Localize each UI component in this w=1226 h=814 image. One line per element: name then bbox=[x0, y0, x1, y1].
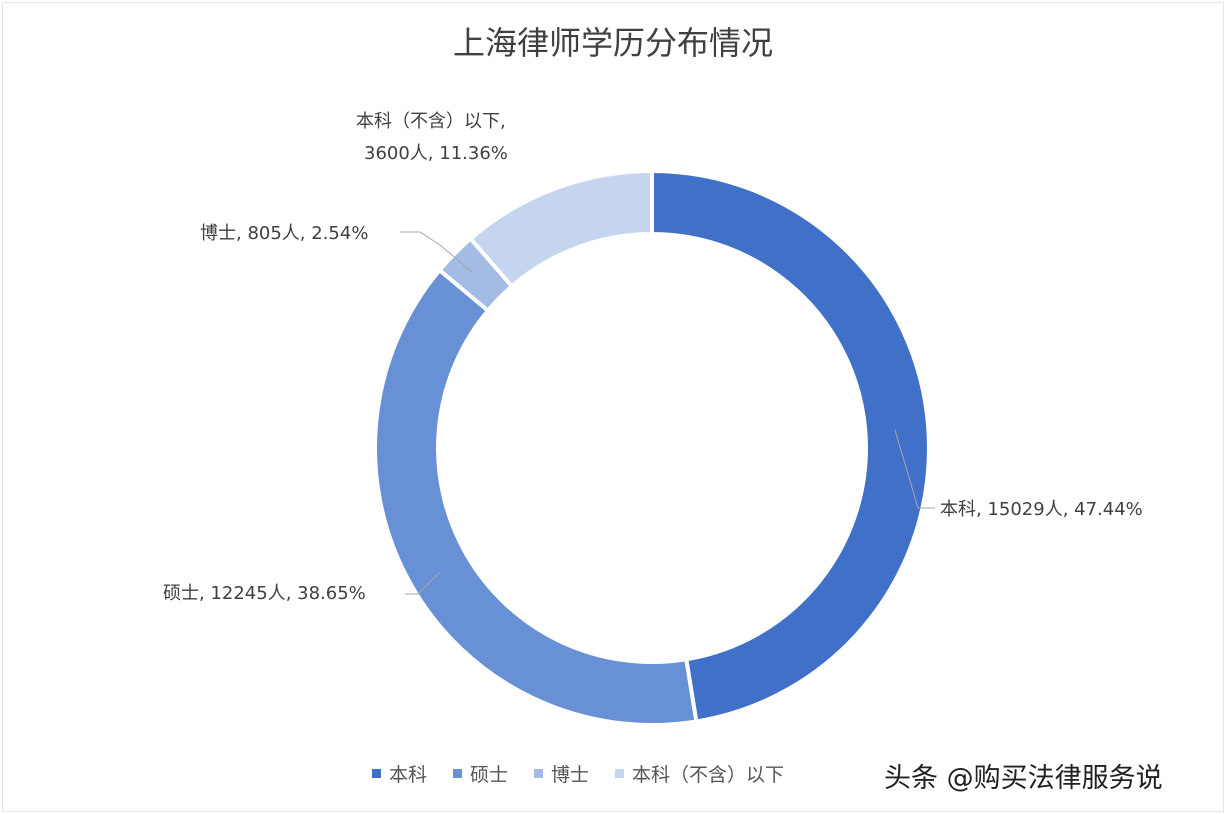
donut-slice-below bbox=[467, 168, 654, 290]
data-label-benke: 本科, 15029人, 47.44% bbox=[940, 499, 1143, 520]
legend-item-below: 本科（不含）以下 bbox=[615, 760, 784, 787]
legend-swatch bbox=[615, 769, 625, 778]
data-label-boshi: 博士, 805人, 2.54% bbox=[200, 223, 369, 244]
legend-item-benke: 本科 bbox=[372, 760, 427, 787]
legend-item-shuoshi: 硕士 bbox=[453, 760, 508, 787]
leader-line-boshi bbox=[400, 231, 473, 273]
data-label-shuoshi: 硕士, 12245人, 38.65% bbox=[163, 583, 366, 604]
leader-line-benke bbox=[894, 429, 935, 509]
data-label-below-line2: 3600人, 11.36% bbox=[364, 143, 508, 164]
legend-swatch bbox=[372, 769, 381, 778]
donut-slice-shuoshi bbox=[373, 267, 699, 727]
data-label-below-line1: 本科（不含）以下, bbox=[356, 111, 506, 132]
leader-line-shuoshi bbox=[405, 571, 441, 595]
legend-swatch bbox=[453, 769, 463, 778]
watermark: 头条 @购买法律服务说 bbox=[884, 763, 1163, 794]
legend: 本科 硕士 博士 本科（不含）以下 bbox=[372, 760, 784, 787]
chart-title: 上海律师学历分布情况 bbox=[452, 24, 773, 62]
legend-swatch bbox=[534, 769, 544, 778]
donut-slice-benke bbox=[650, 168, 931, 724]
legend-item-boshi: 博士 bbox=[534, 760, 589, 787]
